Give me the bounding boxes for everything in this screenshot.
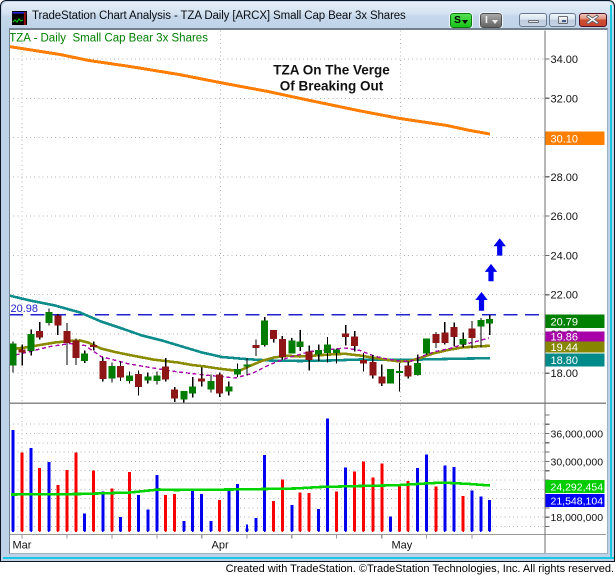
svg-text:30.10: 30.10	[551, 133, 579, 145]
svg-text:28.00: 28.00	[551, 172, 579, 184]
svg-text:May: May	[392, 540, 413, 552]
svg-text:Mar: Mar	[13, 540, 32, 552]
svg-text:20.79: 20.79	[551, 316, 579, 328]
svg-text:34.00: 34.00	[551, 54, 579, 66]
svg-text:24.00: 24.00	[551, 250, 579, 262]
svg-text:32.00: 32.00	[551, 93, 579, 105]
svg-text:30,000,000: 30,000,000	[551, 456, 604, 468]
svg-text:22.00: 22.00	[551, 290, 579, 302]
svg-text:TZA - Daily Small Cap Bear 3x: TZA - Daily Small Cap Bear 3x Shares	[10, 33, 208, 45]
svg-text:21,548,104: 21,548,104	[551, 496, 604, 508]
svg-text:Of Breaking Out: Of Breaking Out	[280, 79, 384, 94]
svg-text:24,292,454: 24,292,454	[551, 482, 604, 494]
svg-text:18.80: 18.80	[551, 355, 579, 367]
svg-text:26.00: 26.00	[551, 211, 579, 223]
svg-text:19.44: 19.44	[551, 342, 579, 354]
svg-text:36,000,000: 36,000,000	[551, 429, 604, 441]
svg-text:18.00: 18.00	[551, 368, 579, 380]
svg-text:20.98: 20.98	[11, 303, 39, 315]
svg-text:TZA On The Verge: TZA On The Verge	[273, 63, 390, 78]
svg-text:19.86: 19.86	[551, 332, 579, 344]
svg-text:Apr: Apr	[212, 540, 229, 552]
svg-text:18,000,000: 18,000,000	[551, 512, 604, 524]
